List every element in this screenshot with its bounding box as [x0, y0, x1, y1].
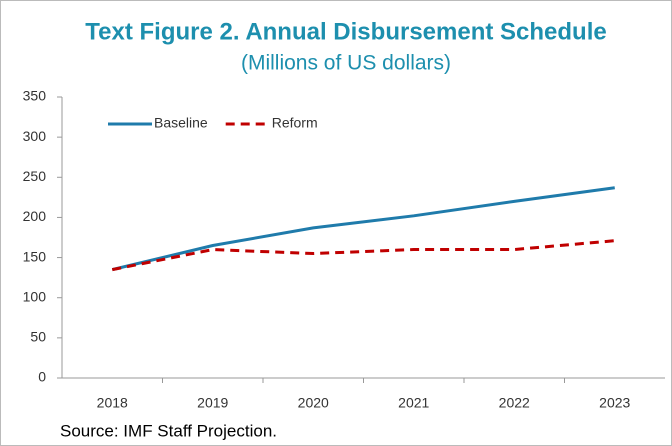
y-tick-label: 0	[38, 369, 46, 385]
x-tick-label: 2020	[298, 395, 329, 411]
y-tick-label: 150	[23, 248, 47, 264]
legend-label: Baseline	[154, 115, 208, 131]
y-tick-label: 300	[23, 128, 47, 144]
source-note: Source: IMF Staff Projection.	[60, 421, 277, 440]
x-tick-label: 2019	[197, 395, 228, 411]
legend-label: Reform	[272, 115, 318, 131]
y-tick-label: 250	[23, 168, 47, 184]
x-tick-label: 2021	[398, 395, 429, 411]
y-tick-label: 100	[23, 288, 47, 304]
series-line	[111, 186, 615, 272]
chart-subtitle: (Millions of US dollars)	[241, 52, 451, 75]
x-tick-label: 2018	[97, 395, 128, 411]
series-line	[111, 239, 615, 272]
y-tick-label: 50	[30, 329, 46, 345]
y-tick-label: 350	[23, 88, 47, 104]
x-tick-label: 2023	[599, 395, 630, 411]
y-tick-label: 200	[23, 208, 47, 224]
chart-title: Text Figure 2. Annual Disbursement Sched…	[85, 18, 606, 45]
x-tick-label: 2022	[499, 395, 530, 411]
